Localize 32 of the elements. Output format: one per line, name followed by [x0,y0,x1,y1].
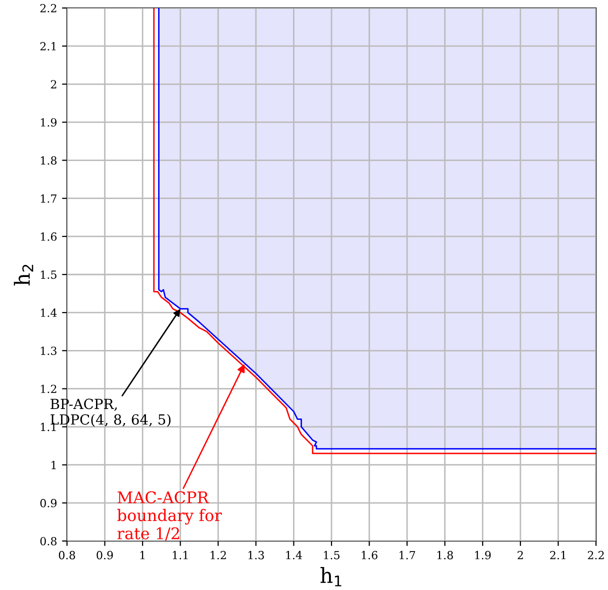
x-tick-label: 1 [140,550,145,560]
x-tick-label: 1.8 [437,550,453,560]
y-tick-label: 1.2 [40,384,56,394]
x-tick-label: 1.7 [400,550,416,560]
x-tick-label: 1.6 [362,550,378,560]
y-tick-label: 1.8 [40,156,57,165]
x-tick-label: 2.1 [550,550,566,560]
y-tick-label: 0.8 [40,536,57,546]
y-tick-label: 2.2 [40,4,56,12]
x-axis-title: h$_{1}$ [320,567,342,586]
x-tick-label: 2.2 [588,550,604,560]
x-tick-label: 1.5 [324,550,340,560]
x-tick-label: 0.8 [58,550,76,560]
annotation: MAC-ACPR boundary for rate 1/2 [117,491,222,541]
y-tick-label: 1.4 [40,308,57,317]
y-axis-title: h$_{2}$ [14,264,34,286]
y-tick-label: 1 [52,460,56,470]
x-tick-label: 2 [518,550,523,560]
x-tick-label: 1.1 [172,550,188,560]
y-tick-label: 2 [50,80,56,88]
x-tick-label: 1.9 [475,550,491,560]
y-tick-label: 1.3 [40,346,56,356]
x-tick-label: 1.2 [210,550,226,560]
x-tick-label: 1.4 [286,550,302,560]
y-tick-label: 1.6 [40,232,57,241]
y-tick-label: 0.9 [40,498,57,508]
x-tick-label: 0.9 [96,550,113,560]
y-tick-label: 1.9 [40,118,57,127]
y-tick-label: 2.1 [40,42,56,50]
y-tick-label: 1.5 [40,270,56,279]
x-tick-label: 1.3 [248,550,264,560]
y-tick-label: 1.7 [40,194,56,203]
